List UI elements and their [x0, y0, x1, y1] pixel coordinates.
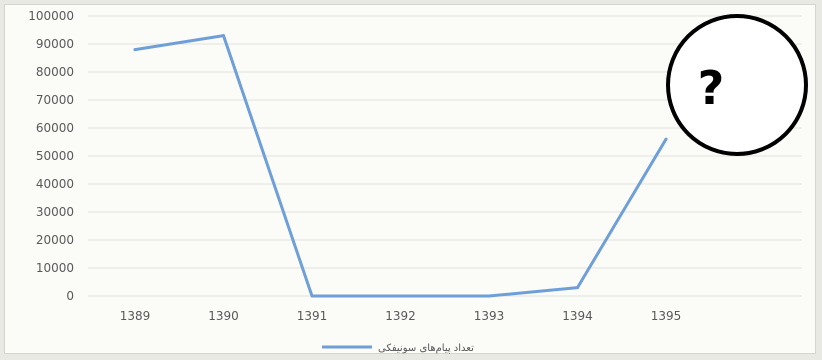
y-tick-label: 50000 — [36, 149, 74, 163]
y-tick-label: 10000 — [36, 261, 74, 275]
data-point — [487, 294, 491, 298]
y-tick-label: 90000 — [36, 37, 74, 51]
y-tick-label: 60000 — [36, 121, 74, 135]
x-tick-label: 1394 — [562, 309, 593, 323]
series-line — [133, 34, 668, 298]
y-axis-ticks: 0 10000 20000 30000 40000 50000 60000 70000 8000… — [28, 9, 74, 303]
y-tick-label: 70000 — [36, 93, 74, 107]
y-tick-label: 100000 — [28, 9, 74, 23]
x-tick-label: 1392 — [385, 309, 416, 323]
x-axis-ticks: 1389 1390 1391 1392 1393 1394 1395 — [120, 309, 682, 323]
data-point — [133, 48, 137, 52]
x-tick-label: 1395 — [651, 309, 682, 323]
x-tick-label: 1391 — [297, 309, 328, 323]
data-point — [664, 137, 668, 141]
x-tick-label: 1390 — [208, 309, 239, 323]
legend: تعداد پیام‌های سونیفکی — [322, 343, 474, 354]
annotation: ? — [666, 14, 808, 156]
y-tick-label: 20000 — [36, 233, 74, 247]
y-tick-label: 80000 — [36, 65, 74, 79]
data-point — [576, 286, 579, 290]
y-tick-label: 0 — [66, 289, 74, 303]
x-tick-label: 1393 — [474, 309, 505, 323]
question-mark: ? — [698, 61, 725, 115]
data-point — [399, 294, 402, 298]
annotation-circle — [666, 14, 808, 156]
series-layer — [133, 34, 668, 298]
y-tick-label: 30000 — [36, 205, 74, 219]
data-point — [222, 34, 225, 38]
legend-label: تعداد پیام‌های سونیفکی — [378, 343, 474, 354]
data-point — [310, 294, 314, 298]
y-tick-label: 40000 — [36, 177, 74, 191]
x-tick-label: 1389 — [120, 309, 151, 323]
